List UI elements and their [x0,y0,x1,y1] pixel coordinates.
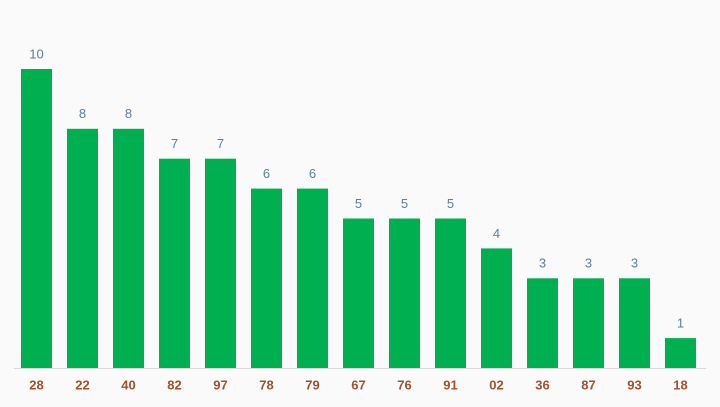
value-label: 8 [125,106,132,121]
x-tick-label: 22 [75,377,89,392]
bar [159,158,190,368]
x-tick-label: 79 [305,377,319,392]
value-label: 7 [171,136,178,151]
value-label: 6 [309,166,316,181]
value-label: 10 [29,46,43,61]
bar [205,158,236,368]
bar [297,188,328,368]
x-tick-label: 28 [29,377,43,392]
value-label: 7 [217,136,224,151]
x-tick-label: 02 [489,377,503,392]
x-tick-label: 18 [673,377,687,392]
value-label: 3 [631,256,638,271]
bar [67,128,98,368]
bar [21,69,52,368]
x-tick-label: 36 [535,377,549,392]
x-tick-label: 87 [581,377,595,392]
value-label: 5 [447,196,454,211]
bar [435,218,466,368]
bar [573,278,604,368]
bar [619,278,650,368]
value-label: 3 [585,256,592,271]
bar [343,218,374,368]
value-label: 3 [539,256,546,271]
value-label: 8 [79,106,86,121]
x-tick-label: 97 [213,377,227,392]
value-label: 5 [401,196,408,211]
bar [481,248,512,368]
bar [665,338,696,368]
value-label: 6 [263,166,270,181]
bar [113,128,144,368]
x-tick-label: 40 [121,377,135,392]
x-tick-label: 76 [397,377,411,392]
value-label: 1 [677,316,684,331]
x-tick-label: 82 [167,377,181,392]
x-tick-label: 67 [351,377,365,392]
value-label: 5 [355,196,362,211]
bar [527,278,558,368]
value-label: 4 [493,226,500,241]
x-tick-label: 93 [627,377,641,392]
x-tick-label: 78 [259,377,273,392]
bar [389,218,420,368]
x-tick-label: 91 [443,377,457,392]
bar [251,188,282,368]
